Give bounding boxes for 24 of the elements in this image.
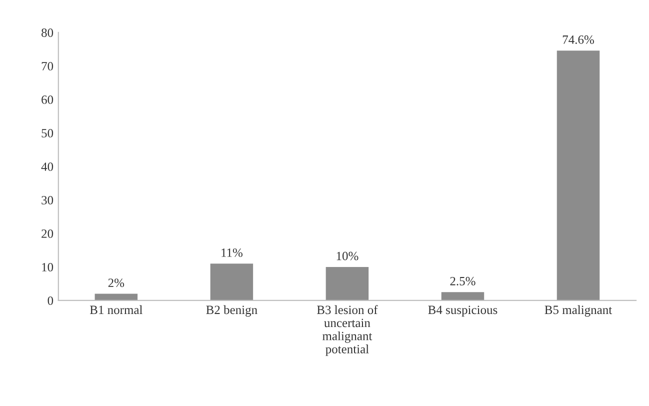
data-label: 2.5%	[450, 276, 476, 286]
x-tick-label: B1 normal	[90, 305, 142, 314]
y-tick-label: 50	[42, 128, 54, 138]
y-tick-label: 80	[42, 28, 54, 37]
y-tick-label: 30	[42, 196, 54, 204]
x-tick-label: B3 lesion of uncertain malignant potential	[317, 305, 378, 356]
bar	[210, 264, 254, 300]
bar	[441, 292, 484, 300]
data-label: 11%	[222, 248, 242, 257]
y-tick-label: 70	[42, 62, 54, 70]
x-tick-label: B5 malignant	[544, 305, 612, 317]
y-tick-label: 20	[42, 229, 54, 238]
bar	[94, 294, 138, 300]
bar	[556, 50, 600, 300]
bar	[326, 266, 369, 300]
data-label: 10%	[336, 252, 358, 260]
y-tick-label: 0	[48, 296, 54, 305]
y-tick-label: 10	[42, 262, 54, 272]
y-tick-label: 40	[41, 162, 54, 171]
y-tick-label: 60	[42, 95, 54, 104]
x-tick-label: B4 suspicious	[428, 306, 498, 317]
data-label: 2%	[108, 278, 124, 288]
data-label: 74.6%	[562, 35, 594, 44]
x-tick-label: B2 benign	[206, 305, 258, 317]
